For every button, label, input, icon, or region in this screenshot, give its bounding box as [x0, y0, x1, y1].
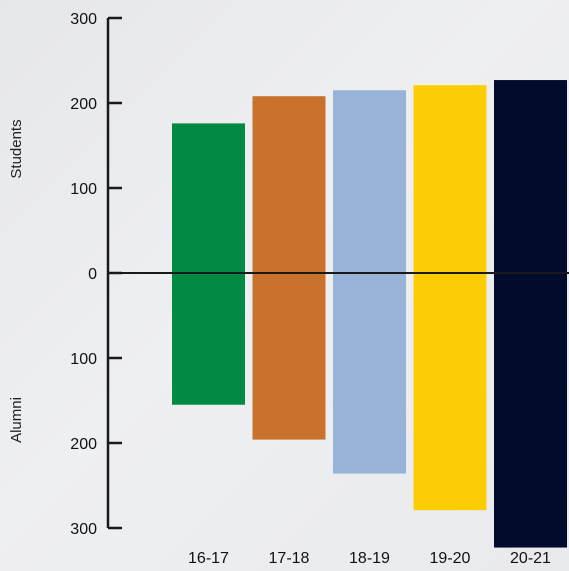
x-tick-label: 19-20	[430, 550, 471, 567]
x-tick-label: 16-17	[188, 550, 229, 567]
axes-group: 16-17 17-18 18-19 19-20 20-21 300 200 100 0 100 20…	[70, 11, 569, 567]
y-tick-label: 200	[70, 96, 97, 113]
y-tick-label: 100	[70, 351, 97, 368]
bar-17-18	[252, 96, 326, 440]
x-tick-label: 18-19	[349, 550, 390, 567]
x-tick-label: 20-21	[510, 550, 551, 567]
bar-18-19	[333, 90, 406, 474]
bar-20-21	[494, 80, 567, 548]
y-tick-label: 300	[70, 11, 97, 28]
y-axis-label-alumni: Alumni	[8, 397, 25, 443]
y-tick-label: 300	[70, 521, 97, 538]
y-tick-label: 200	[70, 436, 97, 453]
x-tick-label: 17-18	[269, 550, 310, 567]
bar-19-20	[413, 85, 487, 511]
bars-group	[172, 80, 567, 548]
y-axis-label-students: Students	[8, 119, 25, 178]
bar-16-17	[172, 123, 245, 405]
y-tick-label: 0	[88, 266, 97, 283]
y-tick-label: 100	[70, 181, 97, 198]
